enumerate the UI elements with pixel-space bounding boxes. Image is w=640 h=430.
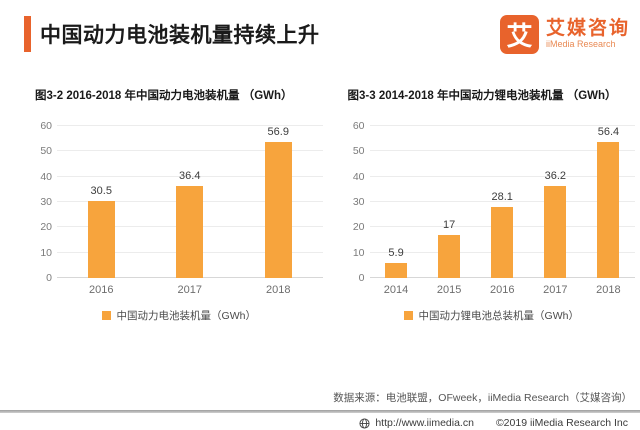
bar xyxy=(264,142,292,278)
x-axis-label: 2015 xyxy=(436,284,462,296)
iimedia-logo-icon: 艾 xyxy=(499,14,539,54)
y-tick-label: 20 xyxy=(352,221,365,234)
y-tick-label: 40 xyxy=(40,170,52,183)
plot-bars: 30.5 36.4 56.9 xyxy=(57,126,323,278)
globe-icon xyxy=(359,417,370,429)
legend-label: 中国动力锂电池总装机量（GWh） xyxy=(418,310,579,322)
y-tick-label: 50 xyxy=(352,145,365,158)
gridline xyxy=(57,150,323,152)
plot-area: 30.5 36.4 56.9 xyxy=(57,125,323,278)
y-tick-label: 40 xyxy=(352,170,365,183)
bar-cell: 17 xyxy=(423,126,476,278)
plot-area: 5.9 17 28.1 36.2 56.4 xyxy=(369,125,636,278)
plot-bars: 5.9 17 28.1 36.2 56.4 xyxy=(370,126,636,278)
legend-label: 中国动力电池装机量（GWh） xyxy=(116,310,256,322)
y-tick-label: 30 xyxy=(352,196,365,208)
legend: 中国动力锂电池总装机量（GWh） xyxy=(348,308,636,323)
bar-value-label: 17 xyxy=(443,218,456,231)
x-axis-label: 2017 xyxy=(177,284,202,296)
bar-cell: 36.2 xyxy=(529,126,582,278)
y-axis: 0 10 20 30 40 50 60 xyxy=(348,120,370,284)
x-axis-label: 2016 xyxy=(489,284,515,296)
bar xyxy=(491,206,514,278)
page-header: 中国动力电池装机量持续上升 艾 艾媒咨询 iiMedia Research xyxy=(24,14,630,54)
title-accent-bar xyxy=(24,16,31,52)
logo-name-en: iiMedia Research xyxy=(545,39,616,49)
x-axis-label: 2014 xyxy=(383,284,409,296)
legend-swatch xyxy=(101,311,111,320)
footer-divider xyxy=(0,410,640,413)
page-footer: 数据来源：电池联盟，OFweek，iiMedia Research（艾媒咨询） … xyxy=(0,391,640,430)
footer-website[interactable]: http://www.iimedia.cn xyxy=(359,417,474,429)
page-title: 中国动力电池装机量持续上升 xyxy=(40,24,320,47)
legend: 中国动力电池装机量（GWh） xyxy=(35,308,323,323)
bar-value-label: 36.2 xyxy=(544,170,567,183)
data-source-note: 数据来源：电池联盟，OFweek，iiMedia Research（艾媒咨询） xyxy=(333,392,632,404)
bar-cell: 56.9 xyxy=(234,126,323,278)
iimedia-logo: 艾 艾媒咨询 iiMedia Research xyxy=(499,14,630,54)
gridline xyxy=(369,201,635,202)
x-axis-labels: 2016 2017 2018 xyxy=(57,284,323,296)
footer-copyright: ©2019 iiMedia Research Inc xyxy=(495,417,628,429)
chart-panel: 图3-2 2016-2018 年中国动力电池装机量 （GWh） 0 10 20 30 4… xyxy=(35,88,323,323)
logo-name-cn: 艾媒咨询 xyxy=(545,18,630,39)
x-axis-label: 2017 xyxy=(543,284,568,296)
gridline xyxy=(57,125,323,126)
footer-url-text: http://www.iimedia.cn xyxy=(375,417,474,429)
chart-panel: 图3-3 2014-2018 年中国动力锂电池装机量 （GWh） 0 10 20 30… xyxy=(347,88,636,323)
bar-value-label: 36.4 xyxy=(179,169,201,182)
bar-cell: 30.5 xyxy=(57,126,146,278)
bar-value-label: 56.9 xyxy=(267,126,289,138)
gridline xyxy=(369,150,635,152)
y-tick-label: 0 xyxy=(46,272,52,284)
y-tick-label: 30 xyxy=(40,196,52,208)
bar xyxy=(385,263,408,278)
y-tick-label: 10 xyxy=(40,246,52,259)
y-tick-label: 60 xyxy=(352,120,365,132)
charts-row: 图3-2 2016-2018 年中国动力电池装机量 （GWh） 0 10 20 30 4… xyxy=(0,88,640,323)
y-axis: 0 10 20 30 40 50 60 xyxy=(35,120,57,284)
bar-value-label: 30.5 xyxy=(90,184,112,197)
bar-value-label: 56.4 xyxy=(597,126,620,138)
bar xyxy=(438,234,461,278)
bar xyxy=(87,200,115,278)
legend-swatch xyxy=(403,311,413,320)
bar-cell: 5.9 xyxy=(370,126,423,278)
y-tick-label: 50 xyxy=(40,145,52,158)
x-axis-label: 2018 xyxy=(596,284,621,296)
x-axis-label: 2016 xyxy=(89,284,114,296)
chart-title: 图3-2 2016-2018 年中国动力电池装机量 （GWh） xyxy=(35,90,293,102)
bar-cell: 28.1 xyxy=(476,126,529,278)
y-tick-label: 0 xyxy=(358,272,365,284)
gridline xyxy=(369,175,635,177)
x-axis-labels: 2014 2015 2016 2017 2018 xyxy=(370,284,636,296)
y-tick-label: 60 xyxy=(40,120,52,132)
bar xyxy=(176,185,204,278)
y-tick-label: 20 xyxy=(40,221,52,234)
bar-value-label: 28.1 xyxy=(491,190,513,203)
x-axis-label: 2018 xyxy=(266,284,291,296)
y-tick-label: 10 xyxy=(352,246,365,259)
bar-cell: 56.4 xyxy=(582,126,635,278)
bar-value-label: 5.9 xyxy=(388,247,404,260)
bar-cell: 36.4 xyxy=(146,126,235,278)
gridline xyxy=(369,125,635,126)
bar xyxy=(544,186,567,278)
chart-title: 图3-3 2014-2018 年中国动力锂电池装机量 （GWh） xyxy=(347,90,617,102)
bar xyxy=(597,142,620,278)
gridline xyxy=(57,175,323,177)
